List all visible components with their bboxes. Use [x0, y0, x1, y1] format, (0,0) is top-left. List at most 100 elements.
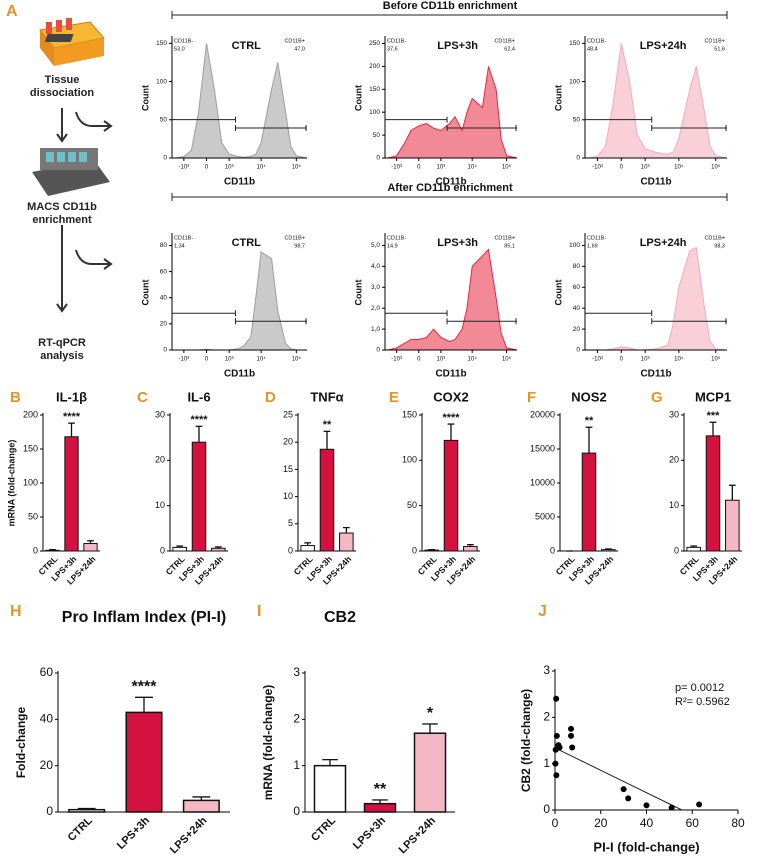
- significance: ****: [442, 412, 460, 424]
- regression-line: [554, 747, 683, 811]
- y-tick-label: 40: [573, 305, 581, 312]
- annotation: R²= 0.5962: [675, 696, 730, 708]
- significance: **: [323, 419, 332, 431]
- workflow-step: RT-qPCR analysis: [38, 337, 86, 362]
- gate-value: 1,69: [587, 243, 598, 249]
- y-axis-label: Count: [353, 85, 363, 111]
- y-axis-label: Count: [353, 280, 363, 306]
- y-axis-label: Count: [553, 85, 563, 111]
- gate-value: 47,0: [294, 46, 305, 52]
- significance: ****: [132, 679, 158, 696]
- y-tick-label: 200: [369, 63, 380, 70]
- x-tick-label: 80: [731, 816, 745, 830]
- gate-value: 85,1: [504, 243, 515, 249]
- y-tick-label: 100: [23, 477, 38, 487]
- bar: [211, 547, 226, 552]
- gate-value: 51,6: [714, 46, 725, 52]
- gate-value: 98,7: [294, 243, 305, 249]
- gate-value: 53,0: [174, 46, 185, 52]
- panel-letter: B: [10, 389, 21, 406]
- x-axis-label: CD11b: [435, 369, 466, 380]
- gate-name: CD11B+: [704, 38, 725, 44]
- panel-letter: C: [137, 389, 148, 406]
- annotation: p= 0.0012: [675, 682, 724, 694]
- x-tick-label: 10³: [437, 165, 446, 171]
- y-tick-label: 60: [160, 268, 168, 275]
- y-tick-label: 80: [160, 242, 168, 249]
- point: [568, 732, 575, 739]
- y-tick-label: 0: [550, 545, 555, 555]
- y-axis-label: Count: [553, 280, 563, 306]
- x-tick-label: 10³: [225, 357, 234, 363]
- x-axis-label: CD11b: [224, 369, 255, 380]
- workflow-step: MACS CD11b enrichment: [27, 201, 97, 226]
- gate-name: CD11B-: [174, 38, 193, 44]
- y-tick-label: 50: [28, 511, 38, 521]
- x-tick-label: 20: [594, 816, 608, 830]
- x-tick-label: 10³: [641, 357, 650, 363]
- y-tick-label: 20000: [530, 409, 555, 419]
- y-tick-label: 150: [369, 86, 380, 93]
- y-axis-label: Count: [140, 280, 150, 306]
- y-tick-label: 5: [288, 518, 293, 528]
- bar: [172, 546, 187, 552]
- y-tick-label: 150: [402, 409, 417, 419]
- y-tick-label: 1,0: [371, 326, 380, 333]
- bar: [319, 448, 335, 552]
- y-axis-label: Count: [140, 85, 150, 111]
- y-tick-label: 50: [407, 500, 417, 510]
- y-tick-label: 20: [155, 455, 165, 465]
- x-tick-label: 40: [640, 816, 654, 830]
- x-axis-label: CD11b: [640, 369, 671, 380]
- point: [668, 804, 675, 811]
- gate-value: 98,3: [714, 243, 725, 249]
- histogram-area: [588, 246, 728, 351]
- gate-name: CD11B+: [494, 235, 515, 241]
- x-tick-label: 10³: [437, 357, 446, 363]
- chart-title: NOS2: [571, 389, 606, 404]
- x-tick-label: 10⁵: [502, 164, 512, 171]
- histogram-title: CTRL: [232, 237, 262, 249]
- x-tick-label: -10³: [391, 357, 402, 363]
- x-tick-label: LPS+24h: [168, 814, 210, 856]
- y-tick-label: 0: [376, 155, 380, 162]
- bar: [191, 441, 207, 552]
- y-tick-label: 100: [569, 242, 580, 249]
- x-axis-label: CD11b: [224, 177, 255, 188]
- y-tick-label: 0: [46, 804, 53, 818]
- y-tick-label: 2,0: [371, 305, 380, 312]
- y-tick-label: 80: [573, 263, 581, 270]
- y-tick-label: 3: [543, 663, 550, 677]
- y-tick-label: 5,0: [371, 242, 380, 249]
- y-tick-label: 15: [283, 464, 293, 474]
- panel-letter: H: [10, 603, 22, 620]
- gate-value: 62,4: [504, 46, 515, 52]
- y-tick-label: 10000: [530, 477, 555, 487]
- x-tick-label: 0: [552, 816, 559, 830]
- chart-title: TNFα: [310, 389, 343, 404]
- panel-letter: D: [265, 389, 276, 406]
- bar: [125, 711, 163, 813]
- x-axis-label: PI-I (fold-change): [593, 839, 699, 854]
- y-tick-label: 20: [40, 758, 54, 772]
- x-tick-label: 10³: [641, 165, 650, 171]
- significance: **: [585, 415, 594, 427]
- bar: [581, 452, 597, 552]
- y-tick-label: 60: [40, 665, 54, 679]
- bar: [300, 545, 315, 552]
- panel-letter: I: [257, 603, 261, 620]
- x-tick-label: 0: [205, 357, 209, 363]
- x-tick-label: -10³: [391, 165, 402, 171]
- y-tick-label: 15000: [530, 443, 555, 453]
- panel-letter: A: [6, 3, 18, 20]
- x-tick-label: 10⁵: [292, 356, 302, 363]
- bar: [686, 546, 701, 552]
- point: [625, 795, 632, 802]
- y-tick-label: 2: [543, 710, 550, 724]
- x-tick-label: CTRL: [309, 814, 338, 843]
- y-axis-label: CB2 (fold-change): [519, 689, 533, 792]
- point: [553, 695, 560, 702]
- y-tick-label: 100: [369, 109, 380, 116]
- histogram-area: [174, 43, 308, 159]
- y-tick-label: 10: [283, 491, 293, 501]
